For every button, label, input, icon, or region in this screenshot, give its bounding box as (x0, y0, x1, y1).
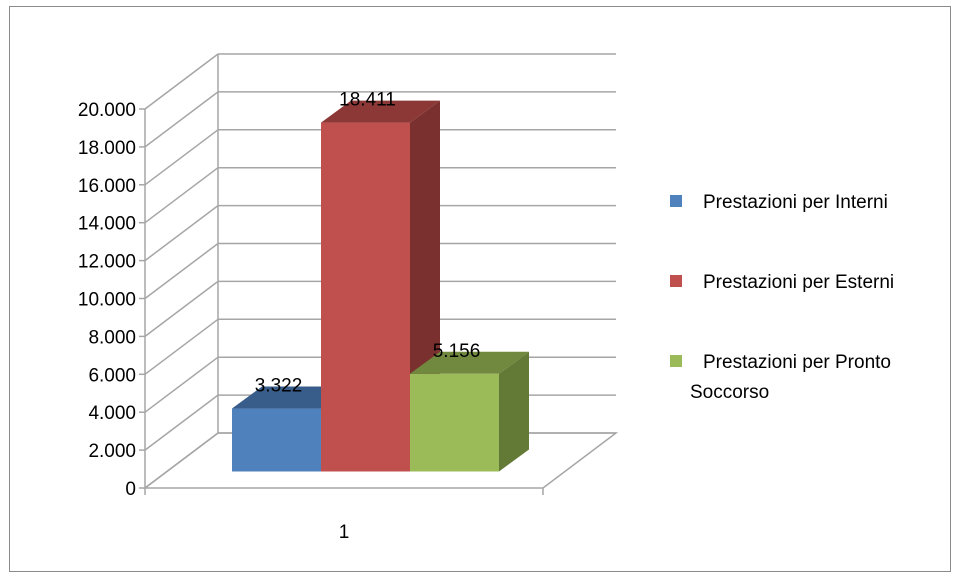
y-tick-label: 4.000 (88, 403, 136, 424)
chart-frame (9, 6, 951, 572)
gridline-side (144, 129, 219, 186)
data-label-1: 3.322 (255, 376, 303, 397)
data-labels: 3.322 18.411 5.156 (255, 90, 481, 397)
legend-swatch-3 (670, 355, 682, 367)
y-tick-label: 18.000 (78, 138, 136, 159)
legend-label-line: Soccorso (690, 382, 769, 403)
bar-3-side (499, 351, 529, 472)
data-label-2: 18.411 (339, 90, 396, 111)
legend-swatch-1 (670, 195, 682, 207)
bar-2-front (321, 122, 410, 472)
y-tick-label: 14.000 (78, 214, 136, 235)
bar-3-top (410, 351, 529, 374)
category-label: 1 (339, 522, 350, 543)
y-tick-label: 2.000 (88, 441, 136, 462)
gridline-side (144, 91, 219, 148)
gridline-side (144, 394, 219, 451)
bar-1-front (232, 408, 321, 472)
gridline-side (144, 280, 219, 337)
gridline-side (144, 356, 219, 413)
legend: Prestazioni per Interni Prestazioni per E… (670, 192, 894, 403)
gridline-side (144, 205, 219, 262)
y-axis: 0 2.000 4.000 6.000 8.000 10.000 12.000 14.000 1… (78, 100, 544, 500)
y-tick-label: 6.000 (88, 365, 136, 386)
bar-3-front (410, 373, 499, 472)
legend-swatch-2 (670, 275, 682, 287)
gridline-side (144, 167, 219, 224)
y-tick-label: 16.000 (78, 176, 136, 197)
y-tick-label: 10.000 (78, 290, 136, 311)
data-label-3: 5.156 (433, 341, 481, 362)
y-tick-label: 12.000 (78, 252, 136, 273)
y-tick-label: 8.000 (88, 327, 136, 348)
y-tick-label: 0 (125, 479, 136, 500)
legend-label-2: Prestazioni per Esterni (703, 272, 894, 293)
bars (232, 100, 529, 472)
gridline-side (144, 53, 219, 110)
x-axis: 1 (339, 522, 350, 543)
y-tick-label: 20.000 (78, 100, 136, 121)
bar-2-top (321, 100, 440, 123)
gridline-side (144, 242, 219, 300)
legend-label-1: Prestazioni per Interni (703, 192, 888, 213)
gridline-side (144, 318, 219, 375)
legend-label-line: Prestazioni per Pronto (703, 352, 891, 373)
legend-label-3: Prestazioni per Pronto Soccorso (690, 352, 891, 403)
gridline-side (144, 432, 219, 489)
